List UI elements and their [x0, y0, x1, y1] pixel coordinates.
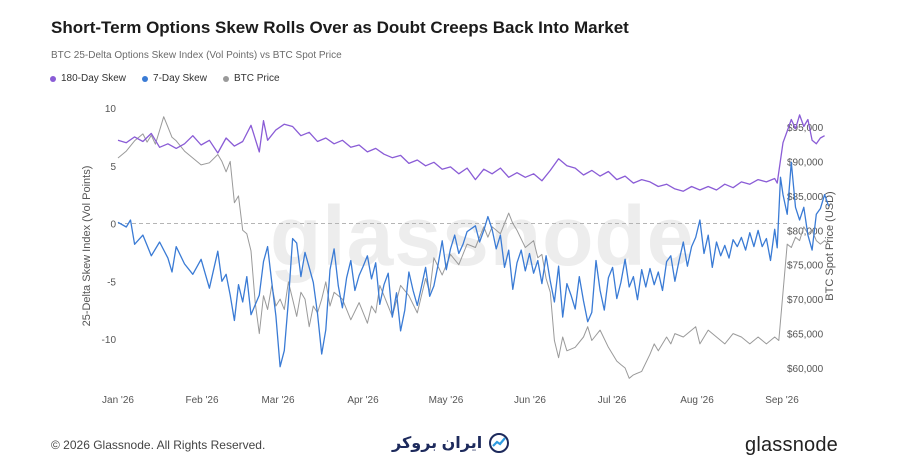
- y-left-tick-label: 10: [105, 104, 117, 115]
- x-tick-label: Jun '26: [514, 395, 546, 406]
- y-left-tick-label: 0: [110, 220, 116, 231]
- y-left-tick-label: 5: [110, 162, 116, 173]
- y-right-tick-label: $80,000: [787, 226, 824, 237]
- legend-item-180d[interactable]: 180-Day Skew: [50, 73, 126, 84]
- y-left-axis-label: 25-Delta Skew Index (Vol Points): [81, 166, 93, 327]
- legend-item-btc[interactable]: BTC Price: [222, 73, 280, 84]
- partner-logo: ایران بروکر: [392, 432, 510, 454]
- chart-subtitle: BTC 25-Delta Options Skew Index (Vol Poi…: [51, 50, 342, 61]
- y-left-tick-label: -10: [102, 335, 117, 346]
- trend-arrow-icon: [489, 433, 510, 453]
- x-tick-label: Apr '26: [347, 395, 379, 406]
- y-right-tick-label: $85,000: [787, 192, 824, 203]
- x-tick-label: Jul '26: [598, 395, 627, 406]
- legend-label: BTC Price: [233, 73, 280, 84]
- partner-name: ایران بروکر: [392, 435, 483, 452]
- y-right-tick-label: $90,000: [787, 157, 824, 168]
- x-tick-label: Mar '26: [261, 395, 294, 406]
- y-right-axis-label: BTC Spot Price (USD): [824, 191, 836, 300]
- series-line-180d-skew: [117, 114, 825, 192]
- y-right-tick-label: $95,000: [787, 123, 824, 134]
- brand-logo: glassnode: [745, 434, 838, 456]
- legend-label: 7-Day Skew: [153, 73, 207, 84]
- series-line-7d-skew: [117, 161, 830, 368]
- x-tick-label: Jan '26: [102, 395, 134, 406]
- legend-dot-icon: [50, 75, 56, 82]
- y-left-tick-label: -5: [107, 277, 116, 288]
- y-right-tick-label: $65,000: [787, 330, 824, 341]
- y-right-tick-label: $70,000: [787, 295, 824, 306]
- legend-item-7d[interactable]: 7-Day Skew: [142, 73, 207, 84]
- chart-legend: 180-Day Skew 7-Day Skew BTC Price: [50, 73, 280, 84]
- x-tick-label: Sep '26: [765, 395, 799, 406]
- x-tick-label: Aug '26: [680, 395, 714, 406]
- legend-label: 180-Day Skew: [61, 73, 127, 84]
- y-right-tick-label: $60,000: [787, 364, 824, 375]
- y-right-tick-label: $75,000: [787, 261, 824, 272]
- copyright-text: © 2026 Glassnode. All Rights Reserved.: [51, 438, 266, 452]
- x-tick-label: Feb '26: [185, 395, 218, 406]
- chart-title: Short-Term Options Skew Rolls Over as Do…: [51, 18, 629, 37]
- legend-dot-icon: [142, 75, 149, 82]
- series-line-btc-price: [117, 116, 830, 379]
- x-tick-label: May '26: [429, 395, 464, 406]
- legend-dot-icon: [222, 75, 229, 82]
